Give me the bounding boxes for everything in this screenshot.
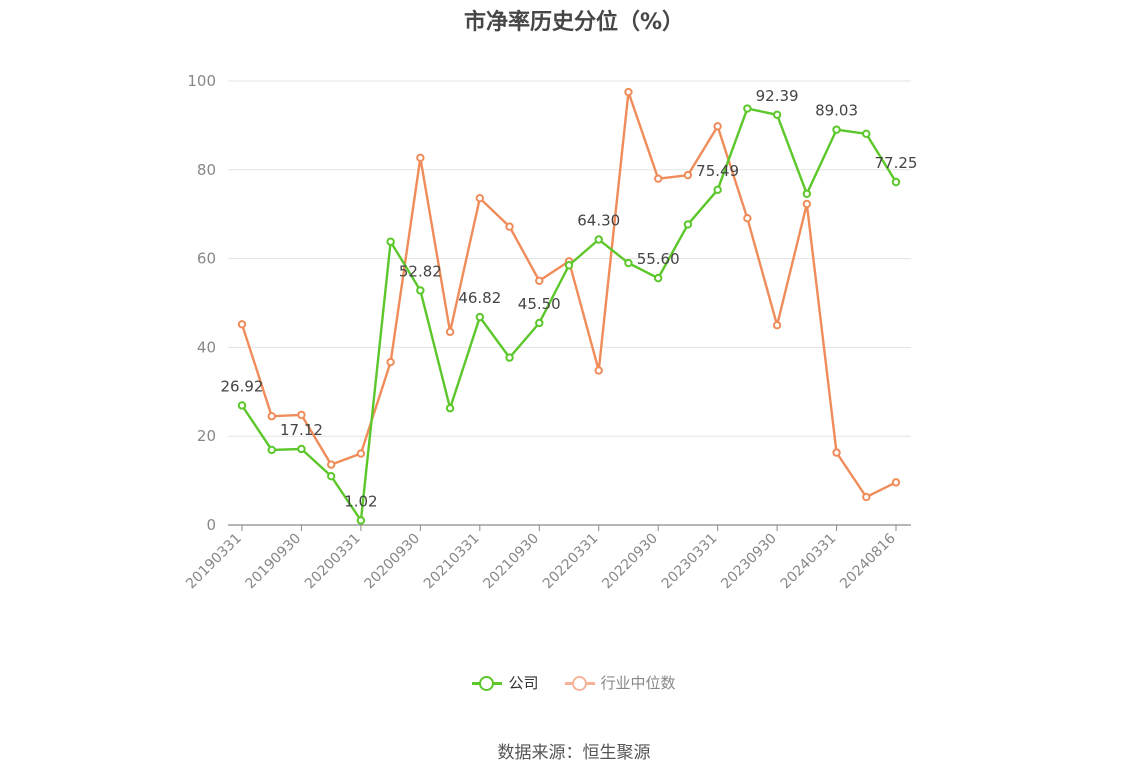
data-point: [802, 199, 812, 209]
data-label: 89.03: [815, 102, 858, 120]
data-point: [416, 286, 425, 295]
data-point: [594, 366, 603, 375]
data-point: [862, 492, 871, 502]
y-tick-label: 100: [187, 72, 216, 90]
data-label: 45.50: [518, 295, 561, 313]
x-tick-label: 20230930: [718, 531, 780, 593]
x-tick-label: 20210331: [421, 531, 483, 593]
data-point: [743, 104, 752, 113]
data-point: [653, 273, 663, 283]
data-point: [237, 401, 247, 410]
data-point: [832, 125, 841, 134]
data-point: [624, 258, 633, 268]
x-tick-label: 20200930: [361, 531, 423, 593]
data-point: [683, 170, 693, 180]
data-point: [832, 448, 841, 457]
legend-item-industry-median[interactable]: 行业中位数: [564, 672, 676, 693]
data-label: 26.92: [221, 377, 264, 395]
y-tick-label: 80: [197, 161, 216, 179]
y-tick-label: 0: [206, 516, 216, 534]
x-tick-label: 20190331: [183, 531, 245, 593]
data-point: [475, 312, 485, 322]
data-point: [416, 153, 425, 163]
data-label: 55.60: [637, 250, 680, 268]
legend-marker-icon: [564, 675, 595, 691]
y-tick-label: 20: [197, 427, 216, 445]
x-tick-label: 20230331: [659, 531, 721, 593]
y-tick-label: 60: [197, 250, 216, 268]
data-point: [653, 174, 663, 183]
legend-label: 公司: [508, 674, 539, 692]
data-point: [594, 235, 603, 244]
data-label: 64.30: [577, 212, 620, 230]
data-point: [802, 189, 812, 198]
series-line: [241, 107, 898, 522]
data-point: [535, 276, 544, 285]
data-point: [237, 320, 247, 329]
x-tick-label: 20200331: [302, 531, 364, 593]
data-point: [386, 357, 395, 367]
data-point: [267, 445, 276, 455]
data-point: [772, 321, 782, 330]
x-tick-label: 20190930: [243, 531, 305, 593]
data-point: [297, 444, 306, 454]
data-point: [297, 410, 306, 420]
data-point: [445, 404, 455, 413]
data-point: [564, 261, 574, 270]
x-tick-label: 20240331: [778, 531, 840, 593]
data-point: [713, 122, 722, 131]
x-tick-label: 20240816: [837, 530, 899, 592]
data-labels: 26.92 17.12 1.02 52.82 46.82 45.50 64.30 55.60 7…: [221, 87, 918, 511]
data-label: 75.49: [696, 162, 739, 180]
legend-marker-icon: [472, 675, 503, 691]
x-tick-label: 20220331: [540, 531, 602, 593]
data-point: [505, 353, 514, 362]
data-point: [386, 237, 395, 246]
data-label: 77.25: [875, 154, 918, 172]
data-point: [445, 327, 455, 337]
y-tick-label: 40: [197, 338, 216, 356]
data-point: [683, 220, 693, 229]
x-tick-label: 20210930: [480, 531, 542, 593]
data-label: 1.02: [344, 492, 377, 510]
data-point: [891, 478, 901, 487]
legend-item-company[interactable]: 公司: [472, 672, 539, 693]
data-label: 46.82: [458, 289, 501, 307]
series: [237, 87, 901, 525]
data-point: [326, 460, 336, 469]
data-point: [713, 185, 722, 195]
data-point: [505, 222, 514, 231]
data-point: [891, 177, 901, 187]
chart-title: 市净率历史分位（%）: [463, 10, 685, 35]
data-point: [862, 129, 871, 139]
legend-label: 行业中位数: [600, 674, 676, 692]
legend: 公司 行业中位数: [0, 672, 1148, 693]
data-point: [267, 412, 276, 421]
data-point: [326, 471, 336, 481]
data-label: 92.39: [756, 87, 799, 105]
data-point: [772, 110, 782, 119]
data-point: [356, 516, 366, 525]
data-point: [535, 318, 544, 328]
data-point: [624, 87, 633, 97]
data-point: [475, 194, 485, 203]
data-point: [356, 449, 366, 458]
x-tick-label: 20220930: [599, 531, 661, 593]
axes: 0 20 40 60 80 100 2019033120190930202003312020…: [183, 72, 911, 592]
data-point: [743, 213, 752, 223]
data-label: 52.82: [399, 262, 442, 280]
data-label: 17.12: [280, 421, 323, 439]
data-source: 数据来源：恒生聚源: [497, 743, 651, 763]
